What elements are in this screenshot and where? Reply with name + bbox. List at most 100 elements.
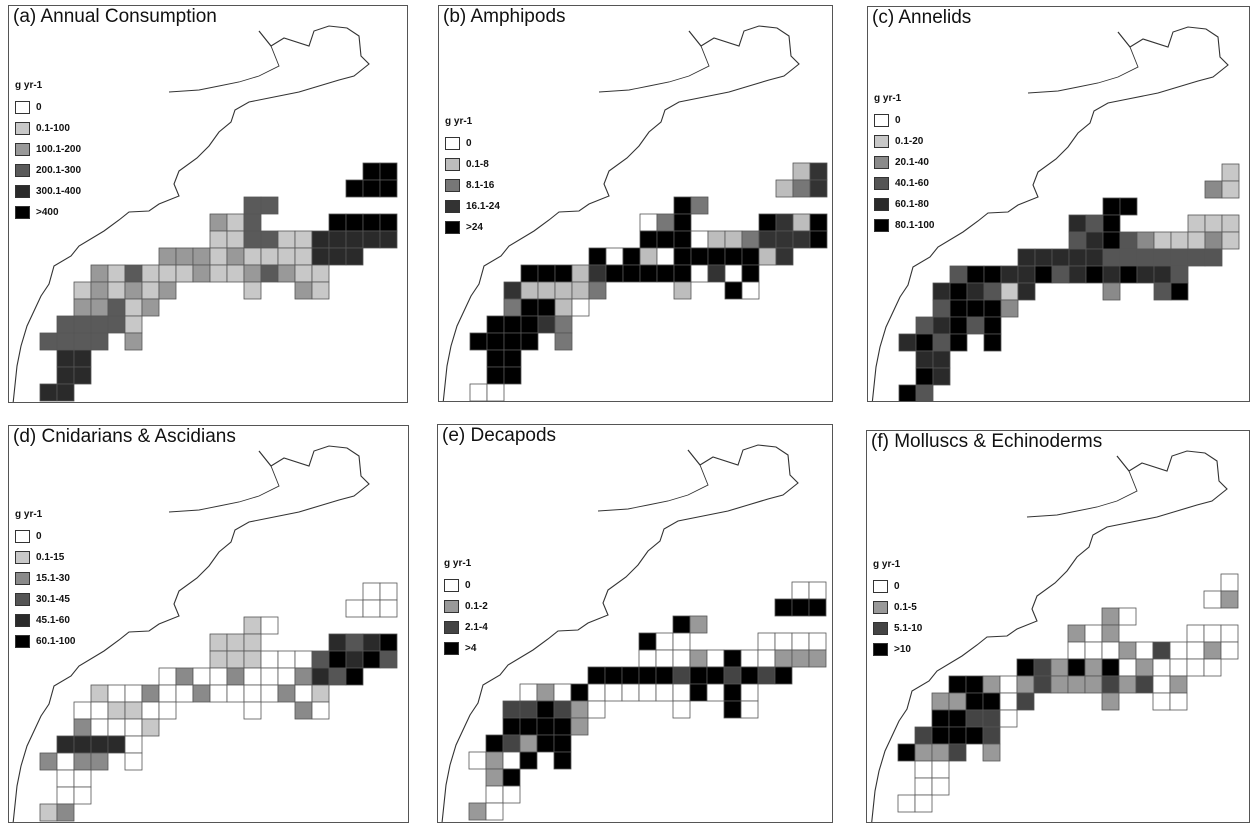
map-legend: g yr-1 0 0.1-5 5.1-10 >10: [873, 559, 922, 660]
state-border: [168, 30, 280, 93]
grid-cell: [723, 683, 742, 702]
grid-cell: [536, 683, 555, 702]
grid-cell: [90, 735, 109, 754]
grid-cell: [345, 247, 364, 266]
grid-cell: [107, 701, 126, 720]
grid-cell: [554, 281, 573, 300]
grid-cell: [124, 701, 143, 720]
grid-cell: [1050, 675, 1069, 694]
grid-cell: [1204, 248, 1223, 267]
grid-cell: [587, 700, 606, 719]
grid-cells: [39, 162, 398, 402]
grid-cell: [1068, 214, 1087, 233]
grid-cell: [1085, 248, 1104, 267]
grid-cell: [56, 366, 75, 385]
grid-cell: [260, 230, 279, 249]
grid-cell: [328, 650, 347, 669]
legend-item: 30.1-45: [15, 589, 75, 610]
grid-cell: [294, 230, 313, 249]
grid-cell: [1101, 624, 1120, 643]
grid-cell: [90, 701, 109, 720]
grid-cell: [56, 803, 75, 822]
legend-swatch: [15, 206, 30, 219]
legend-item: 0: [445, 133, 500, 154]
legend-label: 0: [894, 581, 900, 592]
grid-cell: [965, 709, 984, 728]
grid-cell: [311, 247, 330, 266]
grid-cell: [503, 281, 522, 300]
grid-cell: [931, 726, 950, 745]
grid-cell: [983, 299, 1002, 318]
grid-cell: [966, 282, 985, 301]
grid-cell: [949, 282, 968, 301]
grid-cell: [39, 332, 58, 351]
grid-cell: [587, 683, 606, 702]
grid-cell: [898, 384, 917, 401]
grid-cells: [897, 573, 1239, 813]
grid-cell: [379, 213, 398, 232]
grid-cell: [1016, 658, 1035, 677]
grid-cell: [553, 717, 572, 736]
grid-cell: [791, 649, 810, 668]
grid-cell: [809, 213, 828, 232]
legend-label: 0.1-8: [466, 159, 489, 170]
land-outline: [12, 25, 370, 402]
grid-cell: [741, 281, 760, 300]
grid-cell: [328, 667, 347, 686]
legend-item: 0.1-5: [873, 597, 922, 618]
legend-item: 100.1-200: [15, 139, 81, 160]
legend-label: 0.1-20: [895, 136, 924, 147]
legend-swatch: [874, 198, 889, 211]
grid-cell: [791, 632, 810, 651]
grid-cell: [1220, 573, 1239, 592]
grid-cell: [294, 667, 313, 686]
grid-cell: [486, 366, 505, 385]
grid-cell: [1068, 248, 1087, 267]
grid-cell: [90, 718, 109, 737]
grid-cell: [1153, 248, 1172, 267]
legend-item: 60.1-100: [15, 631, 75, 652]
grid-cell: [672, 683, 691, 702]
grid-cell: [362, 650, 381, 669]
legend-item: 40.1-60: [874, 173, 934, 194]
grid-cell: [379, 230, 398, 249]
panel-title: (b) Amphipods: [443, 6, 566, 27]
legend-item: 16.1-24: [445, 196, 500, 217]
legend-item: 20.1-40: [874, 152, 934, 173]
grid-cell: [1101, 607, 1120, 626]
coastline: [12, 445, 370, 822]
grid-cell: [1084, 658, 1103, 677]
legend-label: 100.1-200: [36, 144, 82, 155]
grid-cell: [209, 684, 228, 703]
grid-cell: [107, 315, 126, 334]
legend-label: 0: [465, 580, 471, 591]
grid-cell: [277, 264, 296, 283]
grid-cell: [124, 735, 143, 754]
grid-cell: [948, 675, 967, 694]
grid-cell: [243, 684, 262, 703]
grid-cell: [1102, 248, 1121, 267]
legend-label: >400: [36, 207, 59, 218]
map-panel-amphipods: (b) Amphipods g yr-1 0 0.1-8 8.1-16 16.1…: [438, 5, 833, 402]
grid-cell: [192, 247, 211, 266]
grid-cell: [175, 667, 194, 686]
legend-label: 0.1-5: [894, 602, 917, 613]
grid-cell: [73, 349, 92, 368]
grid-cell: [226, 230, 245, 249]
grid-cell: [604, 683, 623, 702]
grid-cell: [243, 701, 262, 720]
legend-item: >4: [444, 638, 488, 659]
grid-cell: [898, 333, 917, 352]
grid-cell: [1204, 231, 1223, 250]
grid-cell: [73, 298, 92, 317]
grid-cell: [519, 700, 538, 719]
grid-cell: [999, 709, 1018, 728]
grid-cell: [1153, 265, 1172, 284]
grid-cell: [915, 384, 934, 401]
grid-cell: [379, 633, 398, 652]
grid-cell: [1051, 265, 1070, 284]
grid-cell: [570, 717, 589, 736]
grid-cell: [73, 701, 92, 720]
grid-cell: [621, 666, 640, 685]
legend-item: 0.1-8: [445, 154, 500, 175]
